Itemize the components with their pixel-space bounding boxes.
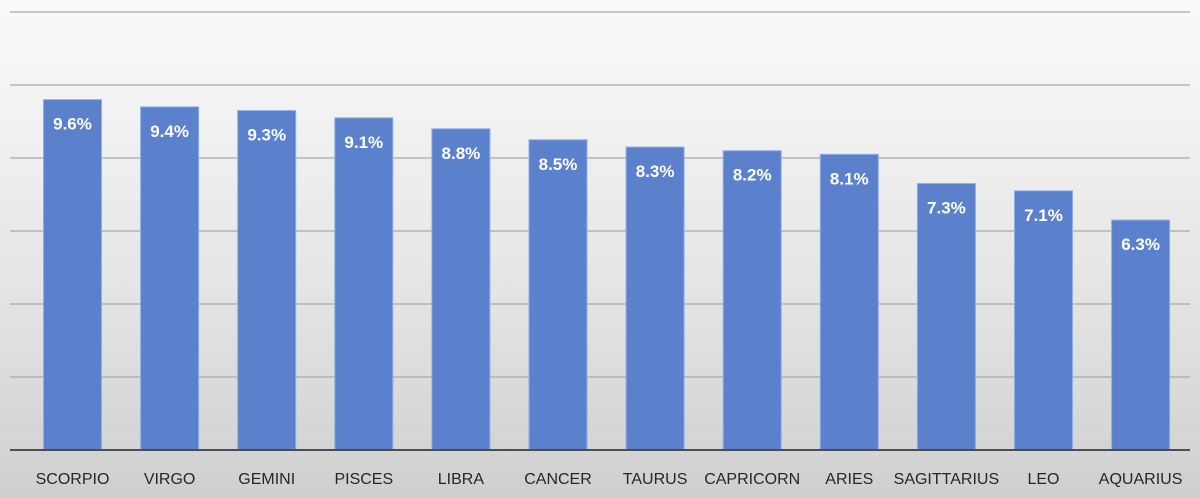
bars	[43, 99, 1171, 451]
data-label-aries: 8.1%	[830, 169, 869, 188]
data-label-virgo: 9.4%	[150, 122, 189, 141]
bar-taurus	[625, 146, 685, 451]
x-tick-label-aries: ARIES	[825, 471, 873, 488]
x-tick-label-capricorn: CAPRICORN	[704, 471, 800, 488]
x-tick-label-sagittarius: SAGITTARIUS	[894, 471, 1000, 488]
data-label-sagittarius: 7.3%	[927, 199, 966, 218]
x-tick-label-cancer: CANCER	[524, 471, 592, 488]
x-tick-label-aquarius: AQUARIUS	[1099, 471, 1183, 488]
gridlines	[10, 11, 1190, 378]
data-label-libra: 8.8%	[442, 144, 481, 163]
x-tick-label-gemini: GEMINI	[238, 471, 295, 488]
bar-virgo	[140, 106, 200, 451]
data-label-gemini: 9.3%	[247, 126, 286, 145]
x-tick-label-scorpio: SCORPIO	[36, 471, 110, 488]
bar-cancer	[528, 139, 588, 451]
x-tick-label-pisces: PISCES	[334, 471, 393, 488]
x-tick-label-taurus: TAURUS	[623, 471, 688, 488]
x-tick-label-leo: LEO	[1027, 471, 1059, 488]
data-labels: 9.6% 9.4% 9.3% 9.1% 8.8% 8.5% 8.3% 8.2% 8.1% 7.3%…	[53, 115, 1160, 254]
bar-aquarius	[1111, 219, 1171, 451]
bar-capricorn	[722, 150, 782, 451]
x-tick-label-virgo: VIRGO	[144, 471, 196, 488]
bar-scorpio	[43, 99, 102, 451]
x-tick-label-libra: LIBRA	[438, 471, 485, 488]
data-label-pisces: 9.1%	[344, 133, 383, 152]
bar-leo	[1014, 190, 1073, 451]
data-label-aquarius: 6.3%	[1121, 235, 1160, 254]
data-label-taurus: 8.3%	[636, 162, 675, 181]
x-axis: SCORPIO VIRGO GEMINI PISCES LIBRA CANCER TAURU…	[10, 449, 1190, 488]
bar-libra	[431, 128, 491, 451]
data-label-leo: 7.1%	[1024, 206, 1063, 225]
data-label-cancer: 8.5%	[539, 155, 578, 174]
data-label-capricorn: 8.2%	[733, 166, 772, 185]
data-label-scorpio: 9.6%	[53, 115, 92, 134]
bar-aries	[819, 153, 879, 451]
bar-gemini	[237, 110, 297, 451]
bar-pisces	[334, 117, 394, 451]
bar-sagittarius	[916, 183, 976, 451]
